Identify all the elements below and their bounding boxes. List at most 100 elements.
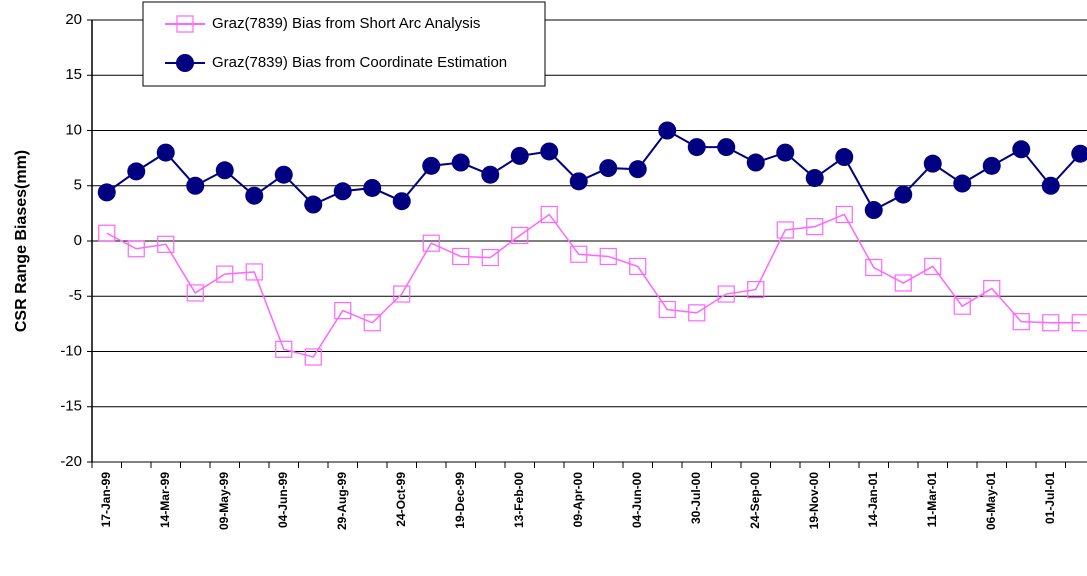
point bbox=[274, 165, 293, 184]
legend: Graz(7839) Bias from Short Arc Analysis G… bbox=[142, 1, 546, 87]
series bbox=[97, 121, 1087, 220]
y-tick-label: 10 bbox=[65, 121, 82, 138]
x-tick-label: 09-Apr-00 bbox=[571, 472, 585, 528]
x-tick-label: 01-Jul-01 bbox=[1043, 472, 1057, 524]
point bbox=[186, 176, 205, 195]
y-tick-label: 5 bbox=[74, 177, 82, 194]
point bbox=[746, 153, 765, 172]
point bbox=[894, 274, 912, 292]
point bbox=[540, 142, 559, 161]
legend-label: Graz(7839) Bias from Short Arc Analysis bbox=[212, 15, 480, 32]
point bbox=[451, 153, 470, 172]
point bbox=[540, 205, 558, 224]
point bbox=[176, 54, 194, 72]
point bbox=[658, 121, 677, 140]
x-tick-label: 19-Nov-00 bbox=[807, 472, 821, 530]
x-tick-label: 14-Jan-01 bbox=[866, 472, 880, 528]
point bbox=[481, 248, 499, 267]
point bbox=[599, 247, 617, 266]
point bbox=[776, 221, 794, 239]
x-tick-label: 29-Aug-99 bbox=[335, 472, 349, 530]
point bbox=[127, 162, 146, 181]
legend-box bbox=[142, 1, 546, 87]
x-tick-label: 09-May-99 bbox=[217, 472, 231, 530]
point bbox=[747, 281, 765, 299]
x-tick-label: 14-Mar-99 bbox=[158, 472, 172, 528]
point bbox=[776, 143, 795, 162]
point bbox=[176, 15, 194, 33]
point bbox=[924, 257, 942, 276]
point bbox=[1012, 313, 1030, 331]
x-tick-label: 30-Jul-00 bbox=[689, 472, 703, 524]
point bbox=[1071, 144, 1087, 163]
point bbox=[392, 192, 411, 211]
point bbox=[953, 174, 972, 193]
point bbox=[717, 285, 735, 303]
point bbox=[215, 161, 234, 180]
point bbox=[1041, 176, 1060, 195]
point bbox=[865, 258, 883, 277]
y-tick-label: 0 bbox=[74, 232, 82, 249]
y-tick-label: 20 bbox=[65, 11, 82, 28]
series-line bbox=[106, 213, 1081, 358]
point bbox=[186, 284, 204, 302]
point bbox=[835, 148, 854, 167]
y-tick-label: -15 bbox=[60, 398, 82, 415]
point bbox=[599, 159, 618, 178]
point bbox=[923, 154, 942, 173]
point bbox=[1042, 314, 1060, 332]
point bbox=[216, 265, 234, 283]
point bbox=[363, 178, 382, 197]
x-tick-label: 06-May-01 bbox=[984, 472, 998, 530]
point bbox=[275, 340, 293, 358]
point bbox=[806, 218, 824, 236]
point bbox=[510, 146, 529, 165]
point bbox=[835, 205, 853, 224]
point bbox=[864, 201, 883, 220]
point bbox=[688, 304, 706, 322]
point bbox=[687, 138, 706, 157]
point bbox=[569, 172, 588, 191]
point bbox=[717, 138, 736, 157]
x-tick-label: 24-Sep-00 bbox=[748, 472, 762, 529]
point bbox=[983, 279, 1001, 298]
point bbox=[156, 143, 175, 162]
x-tick-label: 13-Feb-00 bbox=[512, 472, 526, 528]
point bbox=[570, 245, 588, 263]
x-tick-label: 04-Jun-00 bbox=[630, 472, 644, 528]
point bbox=[245, 186, 264, 205]
point bbox=[98, 224, 116, 242]
x-tick-label: 11-Mar-01 bbox=[925, 472, 939, 528]
point bbox=[334, 302, 352, 320]
point bbox=[245, 263, 263, 281]
point bbox=[393, 285, 411, 303]
point bbox=[481, 165, 500, 184]
x-tick-label: 19-Dec-99 bbox=[453, 472, 467, 529]
point bbox=[805, 169, 824, 188]
series-line bbox=[106, 129, 1081, 212]
point bbox=[1071, 314, 1087, 332]
point bbox=[333, 182, 352, 201]
point bbox=[511, 226, 529, 245]
y-tick-label: 15 bbox=[65, 66, 82, 83]
point bbox=[304, 348, 322, 366]
point bbox=[953, 297, 971, 315]
legend-label: Graz(7839) Bias from Coordinate Estimati… bbox=[212, 54, 507, 71]
point bbox=[452, 247, 470, 266]
point bbox=[422, 156, 441, 175]
point bbox=[1012, 140, 1031, 159]
point bbox=[894, 185, 913, 204]
point bbox=[304, 195, 323, 214]
y-tick-label: -10 bbox=[60, 342, 82, 359]
y-tick-label: -5 bbox=[69, 287, 82, 304]
point bbox=[982, 156, 1001, 175]
y-tick-label: -20 bbox=[60, 453, 82, 470]
series bbox=[98, 205, 1087, 366]
x-tick-label: 17-Jan-99 bbox=[99, 472, 113, 528]
point bbox=[628, 160, 647, 179]
point bbox=[127, 240, 145, 258]
point bbox=[157, 235, 175, 253]
point bbox=[629, 257, 647, 276]
x-tick-label: 24-Oct-99 bbox=[394, 472, 408, 527]
